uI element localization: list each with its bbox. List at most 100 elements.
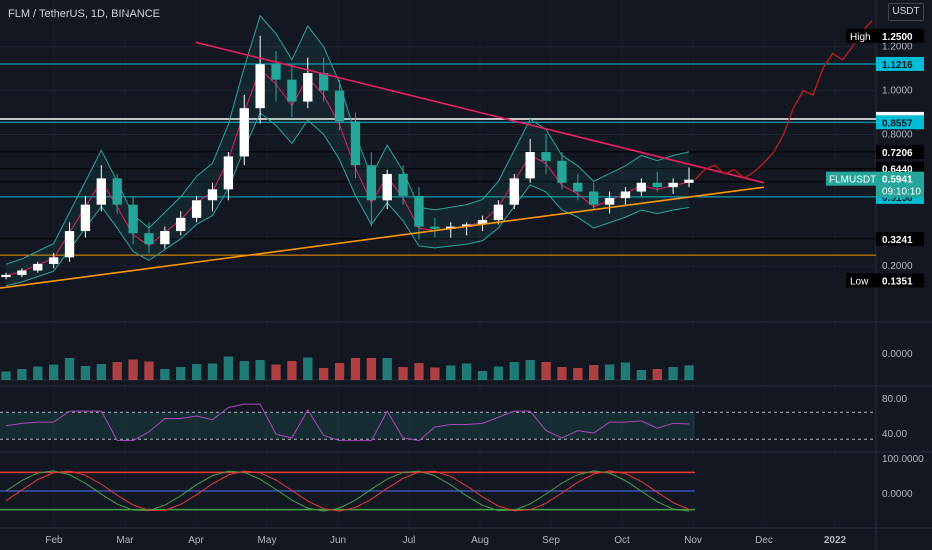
volume-bar xyxy=(493,366,504,380)
candle-body xyxy=(350,121,361,166)
chart-title: FLM / TetherUS, 1D, BINANCE xyxy=(8,8,161,20)
volume-bar xyxy=(350,358,361,380)
volume-bar xyxy=(461,363,472,380)
volume-bar xyxy=(430,367,440,380)
level-price-box xyxy=(876,231,924,246)
level-price-label: 1.1216 xyxy=(882,60,913,71)
time-tick-label: 2022 xyxy=(824,535,847,546)
trendline-resistance xyxy=(195,41,765,184)
current-price-value: 0.5941 xyxy=(882,175,913,186)
candle-body xyxy=(477,220,488,225)
time-tick-label: Aug xyxy=(471,535,489,546)
candle-body xyxy=(239,108,249,157)
candle-body xyxy=(636,182,647,192)
candle-body xyxy=(684,179,694,183)
volume-bar xyxy=(48,364,59,380)
volume-bar xyxy=(64,358,75,380)
candle-body xyxy=(334,90,345,122)
oscillator-slow-line xyxy=(5,470,690,512)
volume-bar xyxy=(636,370,647,380)
time-tick-label: Mar xyxy=(116,535,134,546)
volume-bar xyxy=(319,368,329,380)
volume-bar xyxy=(33,366,43,380)
high-marker-value: 1.2500 xyxy=(882,32,913,43)
volume-bar xyxy=(509,362,519,380)
time-tick-label: Jun xyxy=(330,535,346,546)
price-tick-label: 0.2000 xyxy=(882,261,913,272)
candle-body xyxy=(525,152,535,179)
symbol-tag-box xyxy=(826,171,876,186)
candle-body xyxy=(191,200,202,218)
volume-bar xyxy=(223,356,234,380)
volume-bar xyxy=(477,371,488,380)
current-price-box xyxy=(876,171,924,198)
candle-body xyxy=(271,64,281,80)
volume-bar xyxy=(557,367,567,380)
oscillator-tick-label: 0.0000 xyxy=(882,489,913,500)
volume-bar xyxy=(287,361,297,380)
time-tick-label: Oct xyxy=(614,535,630,546)
candle-body xyxy=(430,226,440,229)
candle-body xyxy=(96,178,106,205)
level-price-label: 0.7206 xyxy=(882,148,913,159)
candle-body xyxy=(668,182,678,188)
candle-body xyxy=(620,191,631,199)
low-marker-value: 0.1351 xyxy=(882,276,913,287)
volume-bar xyxy=(573,368,583,380)
rsi-line xyxy=(5,403,690,442)
time-tick-label: Dec xyxy=(755,535,773,546)
candle-body xyxy=(493,204,504,221)
candle-body xyxy=(33,263,43,271)
rsi-band-fill xyxy=(0,412,695,440)
level-price-label: 0.6440 xyxy=(882,165,913,176)
low-marker-label: Low xyxy=(850,276,869,287)
candle-body xyxy=(303,73,313,102)
candle-body xyxy=(144,233,154,245)
volume-bar xyxy=(112,362,122,380)
currency-unit-button[interactable]: USDT xyxy=(888,3,924,21)
volume-bar xyxy=(207,363,218,380)
level-price-box xyxy=(876,56,924,71)
candle-body xyxy=(398,173,408,196)
low-marker-box xyxy=(846,273,924,288)
volume-bar xyxy=(176,367,186,380)
volume-bar xyxy=(128,359,138,380)
candle-body xyxy=(382,173,392,201)
candle-body xyxy=(207,189,218,201)
candle-body xyxy=(319,73,329,91)
volume-bar xyxy=(541,362,551,380)
price-tick-label: 1.2000 xyxy=(882,42,913,53)
trendline-support xyxy=(0,186,765,289)
candle-body xyxy=(557,160,567,183)
price-tick-label: 0.8000 xyxy=(882,129,913,140)
volume-bar xyxy=(652,369,662,380)
candle-body xyxy=(128,204,138,234)
volume-bar xyxy=(446,365,456,380)
rsi-tick-label: 40.00 xyxy=(882,429,907,440)
candle-body xyxy=(160,231,170,245)
candle-body xyxy=(652,182,662,188)
high-marker-label: High xyxy=(850,32,871,43)
volume-bar xyxy=(271,364,281,380)
level-price-label: 0.3241 xyxy=(882,235,913,246)
candle-body xyxy=(48,257,59,264)
candle-body xyxy=(1,274,11,278)
candle-body xyxy=(366,165,376,201)
volume-bar xyxy=(17,369,27,380)
volume-bar xyxy=(398,367,408,380)
moving-average xyxy=(5,68,690,277)
symbol-tag-label: FLMUSDT xyxy=(829,175,876,186)
volume-bar xyxy=(684,365,694,380)
rsi-tick-label: 80.00 xyxy=(882,394,907,405)
volume-bar xyxy=(1,371,11,380)
volume-bar xyxy=(303,357,313,380)
oscillator-tick-label: 100.0000 xyxy=(882,454,924,465)
candle-body xyxy=(64,231,75,258)
level-price-box xyxy=(876,144,924,159)
oscillator-fast-line xyxy=(5,470,690,512)
candle-body xyxy=(17,270,27,275)
volume-bar xyxy=(382,358,392,380)
candle-body xyxy=(509,178,519,205)
volume-tick-label: 0.0000 xyxy=(882,349,913,360)
